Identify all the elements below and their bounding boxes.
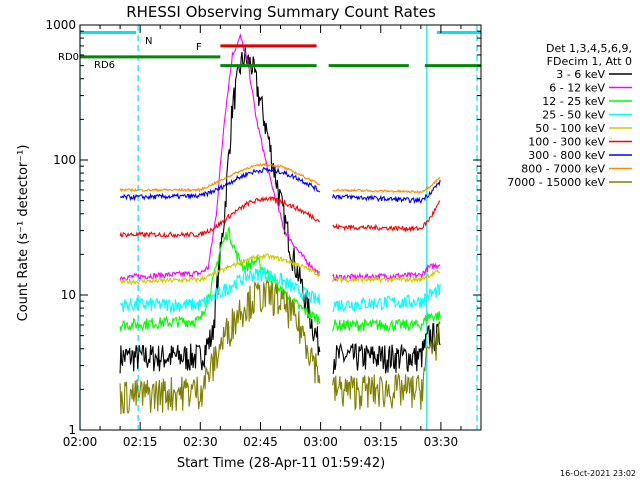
series-path-1-1 (332, 262, 441, 282)
x-tick-label: 02:00 (63, 435, 98, 449)
timestamp-label: 16-Oct-2021 23:02 (560, 469, 636, 478)
legend-label: 25 - 50 keV (542, 109, 605, 122)
series-800-to-7000keV (119, 161, 441, 194)
legend-label: 50 - 100 keV (535, 122, 605, 135)
chart-title: RHESSI Observing Summary Count Rates (126, 3, 436, 21)
series-lines (119, 32, 441, 415)
y-axis-label: Count Rate (s⁻¹ detector⁻¹) (16, 145, 31, 322)
y-tick-label: 10 (61, 288, 76, 302)
x-axis-label: Start Time (28-Apr-11 01:59:42) (177, 456, 385, 471)
series-6-to-12keV (119, 32, 441, 282)
series-path-7-1 (332, 176, 441, 194)
y-tick-label: 1 (68, 423, 76, 437)
series-path-3-1 (332, 282, 441, 314)
legend-label: 300 - 800 keV (528, 149, 605, 162)
x-tick-label: 02:45 (243, 435, 278, 449)
series-path-0-0 (119, 47, 321, 374)
series-path-6-1 (332, 179, 441, 204)
flag-label-rd0: RD0 (58, 52, 79, 63)
legend-label: 100 - 300 keV (528, 136, 605, 149)
series-path-1-0 (119, 32, 320, 281)
series-300-to-800keV (119, 166, 441, 204)
x-tick-label: 02:15 (123, 435, 158, 449)
x-tick-label: 03:30 (424, 435, 459, 449)
x-tick-label: 03:15 (363, 435, 398, 449)
series-7000-to-15000keV (119, 280, 441, 415)
series-path-5-1 (332, 200, 441, 233)
x-tick-label: 02:30 (183, 435, 218, 449)
flag-label-n: N (145, 36, 152, 47)
series-path-2-1 (332, 311, 441, 333)
axis-ticks: 02:00 02:15 02:30 02:45 03:00 03:15 03:30 1 10 10… (45, 18, 482, 449)
series-path-6-0 (119, 166, 321, 202)
series-50-to-100keV (119, 253, 441, 286)
series-path-7-0 (119, 161, 320, 193)
series-25-to-50keV (119, 267, 441, 314)
series-path-8-0 (119, 280, 321, 415)
series-path-4-0 (119, 253, 321, 286)
legend-header: FDecim 1, Att 0 (547, 55, 632, 68)
legend-label: 6 - 12 keV (549, 82, 605, 95)
series-100-to-300keV (119, 195, 441, 239)
legend: Det 1,3,4,5,6,9,FDecim 1, Att 03 - 6 keV… (507, 42, 632, 189)
plot-frame (79, 24, 482, 431)
legend-label: 12 - 25 keV (542, 95, 605, 108)
x-tick-label: 03:00 (303, 435, 338, 449)
series-path-4-1 (332, 269, 441, 284)
legend-label: 800 - 7000 keV (521, 163, 605, 176)
flag-label-rd6: RD6 (94, 60, 115, 71)
series-path-3-0 (119, 267, 321, 314)
flag-label-f: F (196, 42, 202, 53)
series-path-8-1 (332, 320, 441, 412)
series-3-to-6keV (119, 47, 441, 374)
y-tick-label: 100 (53, 153, 76, 167)
series-path-0-1 (332, 322, 441, 374)
legend-header: Det 1,3,4,5,6,9, (546, 42, 632, 55)
series-path-5-0 (119, 195, 321, 239)
flag-bars: N F RD0 RD6 (58, 30, 481, 71)
y-tick-label: 1000 (45, 18, 76, 32)
legend-label: 7000 - 15000 keV (507, 176, 605, 189)
legend-label: 3 - 6 keV (556, 68, 605, 81)
